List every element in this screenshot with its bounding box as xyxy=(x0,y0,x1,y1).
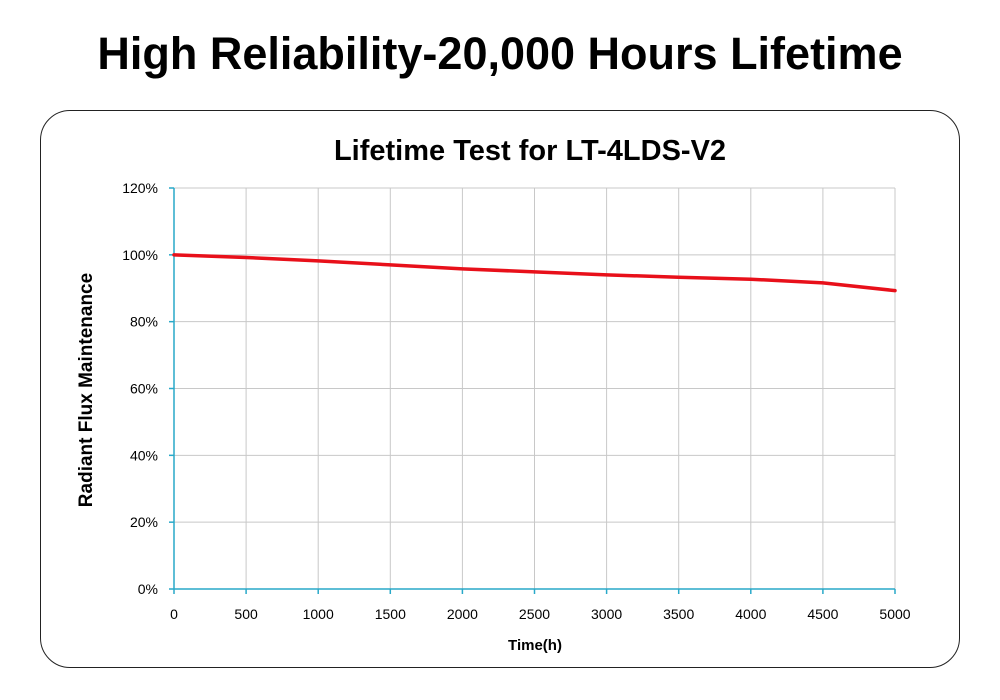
y-tick-labels: 0% 20% 40% 60% 80% 100% 120% xyxy=(122,180,158,597)
x-tick-label: 500 xyxy=(234,606,258,622)
page-title: High Reliability-20,000 Hours Lifetime xyxy=(97,28,903,79)
x-tick-labels: 0 500 1000 1500 2000 2500 3000 3500 4000 4500 5000 xyxy=(170,606,911,622)
x-tick-label: 0 xyxy=(170,606,178,622)
x-tick-label: 2500 xyxy=(519,606,550,622)
y-tick-label: 40% xyxy=(130,447,158,463)
x-tick-label: 5000 xyxy=(879,606,910,622)
x-tick-label: 3000 xyxy=(591,606,622,622)
y-tick-label: 80% xyxy=(130,314,158,330)
x-tick-label: 1500 xyxy=(375,606,406,622)
axes xyxy=(169,187,896,594)
x-tick-label: 1000 xyxy=(303,606,334,622)
x-tick-label: 2000 xyxy=(447,606,478,622)
chart-title: Lifetime Test for LT-4LDS-V2 xyxy=(334,135,726,167)
y-tick-label: 60% xyxy=(130,381,158,397)
y-tick-label: 100% xyxy=(122,247,158,263)
x-tick-label: 4500 xyxy=(807,606,838,622)
series xyxy=(172,253,897,293)
y-tick-label: 120% xyxy=(122,180,158,196)
y-tick-label: 20% xyxy=(130,514,158,530)
y-tick-label: 0% xyxy=(138,581,158,597)
x-axis-label: Time(h) xyxy=(508,637,562,654)
grid-lines xyxy=(174,187,896,589)
x-tick-label: 3500 xyxy=(663,606,694,622)
x-tick-label: 4000 xyxy=(735,606,766,622)
y-axis-label: Radiant Flux Maintenance xyxy=(76,273,97,507)
